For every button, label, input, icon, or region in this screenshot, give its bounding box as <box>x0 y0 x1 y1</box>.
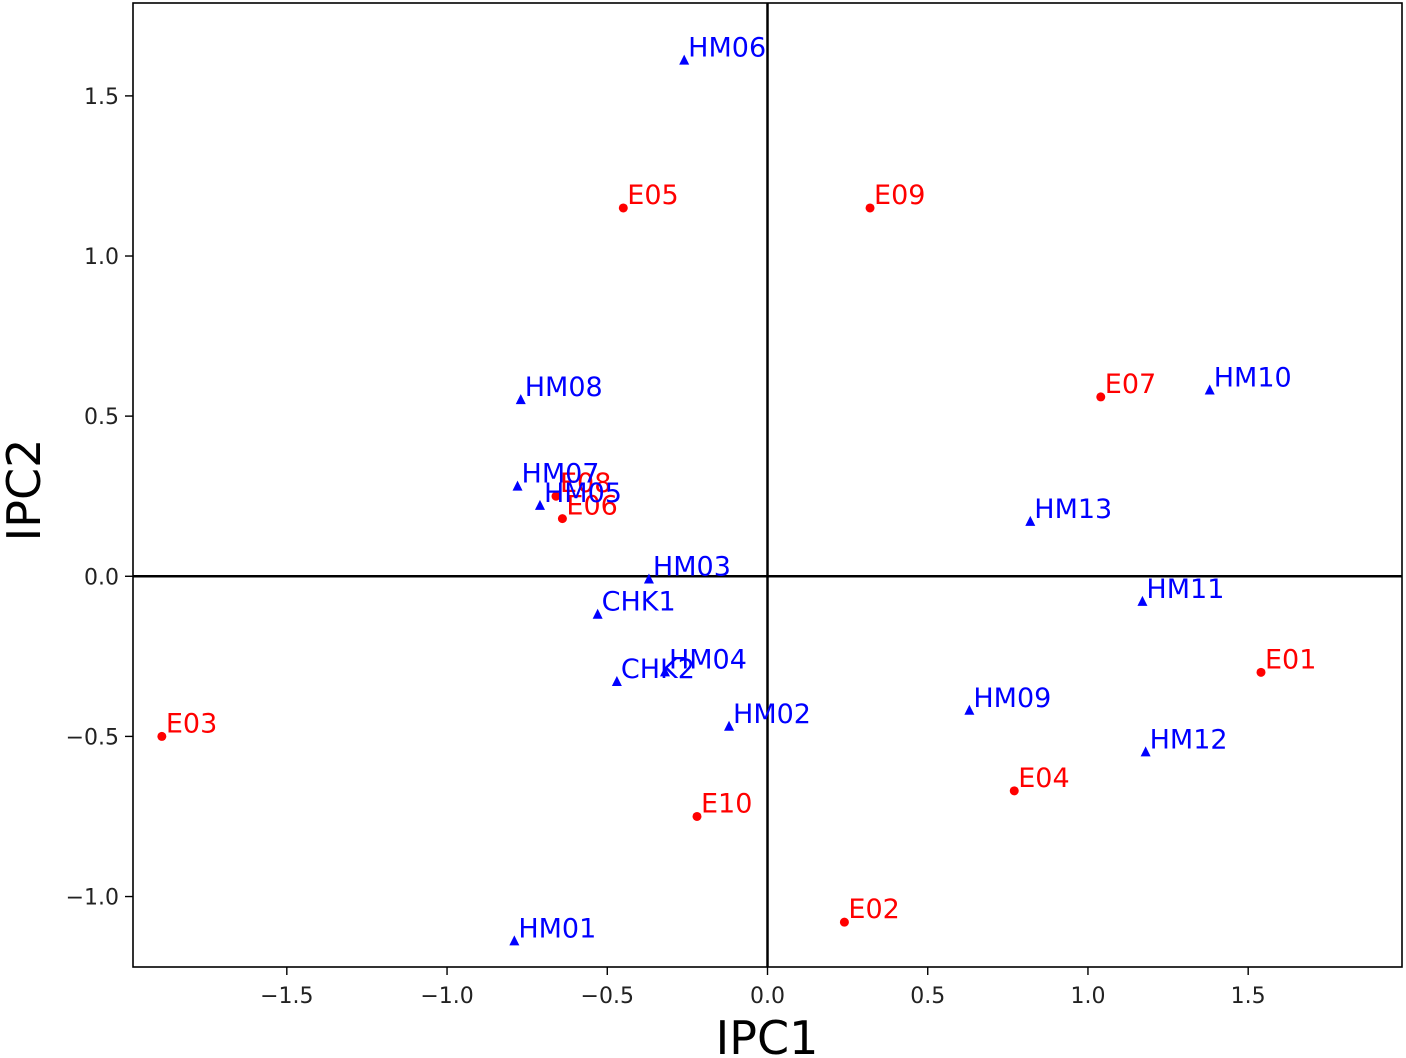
point-label-chk2: CHK2 <box>621 654 695 685</box>
y-tick-label: −1.0 <box>66 886 119 911</box>
point-marker-e01 <box>1256 667 1266 677</box>
point-marker-hm04 <box>659 666 670 677</box>
point-marker-hm11 <box>1137 595 1148 606</box>
data-points: E01 E02 E03 E04 E05 E06 E07 E08 E09 E10 HM01 HM02 HM… <box>157 33 1316 946</box>
point-marker-e09 <box>865 203 875 213</box>
point-marker-e03 <box>157 731 167 741</box>
point-marker-e07 <box>1096 392 1106 402</box>
x-tick-label: 0.5 <box>910 984 945 1009</box>
point-label-chk1: CHK1 <box>602 587 676 618</box>
point-label-hm13: HM13 <box>1034 494 1112 525</box>
x-axis-title: IPC1 <box>716 1011 819 1058</box>
point-marker-hm08 <box>515 394 526 405</box>
point-marker-hm07 <box>512 480 523 491</box>
point-label-hm02: HM02 <box>733 699 811 730</box>
y-tick-label: 0.0 <box>84 565 119 590</box>
point-label-hm12: HM12 <box>1150 724 1228 755</box>
y-axis-title: IPC2 <box>0 439 51 542</box>
point-label-e06: E06 <box>566 491 617 522</box>
point-label-e07: E07 <box>1105 369 1156 400</box>
point-marker-e08 <box>551 491 561 501</box>
point-marker-hm02 <box>724 720 735 731</box>
point-marker-e04 <box>1009 786 1019 796</box>
point-marker-hm06 <box>679 54 690 65</box>
x-tick-label: 1.0 <box>1070 984 1105 1009</box>
point-label-e01: E01 <box>1265 644 1316 675</box>
point-marker-hm03 <box>643 573 654 584</box>
point-label-e05: E05 <box>627 180 678 211</box>
y-tick-label: 0.5 <box>84 405 119 430</box>
point-label-e02: E02 <box>848 894 899 925</box>
point-label-e03: E03 <box>166 708 217 739</box>
point-label-hm06: HM06 <box>688 33 766 64</box>
point-marker-hm12 <box>1140 746 1151 757</box>
point-label-e09: E09 <box>874 180 925 211</box>
x-tick-label: −1.0 <box>420 984 473 1009</box>
point-label-e10: E10 <box>701 788 752 819</box>
point-marker-e05 <box>618 203 628 213</box>
reference-lines <box>133 3 1402 967</box>
point-marker-chk2 <box>611 675 622 686</box>
point-marker-e02 <box>839 917 849 927</box>
point-label-e04: E04 <box>1018 763 1069 794</box>
point-marker-hm01 <box>509 935 520 946</box>
point-label-hm08: HM08 <box>525 372 603 403</box>
point-marker-e10 <box>692 811 702 821</box>
point-label-hm04: HM04 <box>669 644 747 675</box>
point-marker-chk1 <box>592 608 603 619</box>
point-marker-hm13 <box>1025 515 1036 526</box>
point-marker-hm09 <box>964 704 975 715</box>
y-tick-label: 1.0 <box>84 245 119 270</box>
x-tick-label: 0.0 <box>750 984 785 1009</box>
point-label-e08: E08 <box>560 468 611 499</box>
point-marker-hm10 <box>1204 384 1215 395</box>
point-label-hm09: HM09 <box>973 683 1051 714</box>
point-marker-e06 <box>557 514 567 524</box>
point-marker-hm05 <box>534 499 545 510</box>
point-label-hm07: HM07 <box>522 459 600 490</box>
point-label-hm10: HM10 <box>1214 363 1292 394</box>
x-tick-label: −1.5 <box>260 984 313 1009</box>
axis-ticks: −1.5 −1.0 −0.5 0.0 0.5 1.0 1.5 −1.0 −0.5 0.0 0.5 1.… <box>66 85 1266 1009</box>
y-tick-label: 1.5 <box>84 85 119 110</box>
y-tick-label: −0.5 <box>66 725 119 750</box>
point-label-hm01: HM01 <box>518 913 596 944</box>
point-label-hm11: HM11 <box>1146 574 1224 605</box>
point-label-hm03: HM03 <box>653 551 731 582</box>
x-tick-label: 1.5 <box>1231 984 1266 1009</box>
x-tick-label: −0.5 <box>581 984 634 1009</box>
point-label-hm05: HM05 <box>544 478 622 509</box>
plot-frame <box>132 2 1403 968</box>
